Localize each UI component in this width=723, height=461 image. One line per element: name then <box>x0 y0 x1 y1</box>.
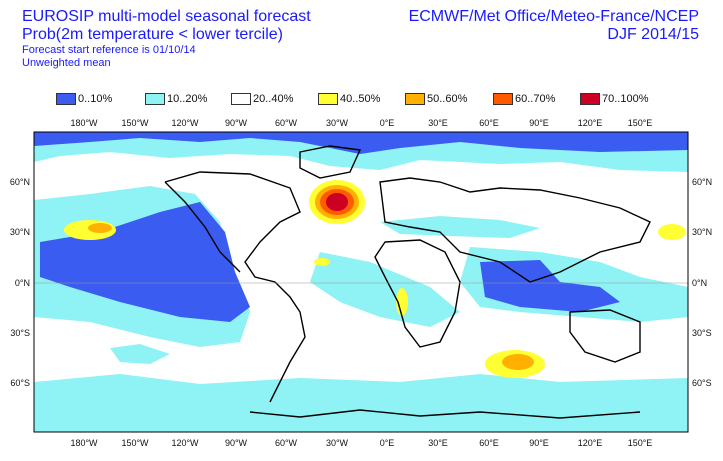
blue-region-indian <box>480 260 620 312</box>
legend-swatch <box>405 93 425 105</box>
lon-label: 0°E <box>380 438 395 448</box>
lon-label: 120°W <box>171 118 199 128</box>
coastline-americas-west <box>164 181 241 273</box>
blue-region-pacific <box>40 202 250 322</box>
lon-label: 120°E <box>578 438 603 448</box>
legend-item: 0..10% <box>56 92 112 106</box>
legend-swatch <box>145 93 165 105</box>
lon-label: 120°W <box>171 438 199 448</box>
orange-region-north-pacific <box>88 223 112 233</box>
coastline-australia <box>569 309 641 363</box>
title-line-1: EUROSIP multi-model seasonal forecast <box>22 8 311 25</box>
top-longitude-labels: 180°W 150°W 120°W 90°W 60°W 30°W 0°E 30°… <box>70 118 652 128</box>
lon-label: 150°E <box>628 438 653 448</box>
lat-label: 30°S <box>692 328 712 338</box>
red-region-north-atlantic <box>326 193 348 211</box>
map-field <box>33 131 689 433</box>
lon-label: 90°W <box>225 438 248 448</box>
forecast-start-label: Forecast start reference is 01/10/14 <box>22 44 196 56</box>
yellow-patch-atlantic <box>314 258 330 266</box>
lat-label: 60°N <box>10 177 30 187</box>
legend-label: 60..70% <box>515 93 556 105</box>
lon-label: 90°E <box>529 438 549 448</box>
title-line-2: Prob(2m temperature < lower tercile) <box>22 26 283 43</box>
lon-label: 60°W <box>275 118 298 128</box>
lat-label: 60°N <box>692 177 712 187</box>
map-frame <box>33 131 689 433</box>
coastline-americas <box>164 171 306 403</box>
legend-item: 40..50% <box>318 92 380 106</box>
orange-region-southern-indian <box>502 354 534 370</box>
title-block: EUROSIP multi-model seasonal forecast Pr… <box>22 8 311 70</box>
lat-label: 30°S <box>10 328 30 338</box>
coastline-africa <box>374 239 461 348</box>
legend-swatch <box>580 93 600 105</box>
legend-label: 70..100% <box>602 93 649 105</box>
legend-swatch <box>231 93 251 105</box>
lon-label: 180°W <box>70 438 98 448</box>
lon-label: 0°E <box>380 118 395 128</box>
forecast-map: 180°W 150°W 120°W 90°W 60°W 30°W 0°E 30°… <box>10 118 712 448</box>
lon-label: 90°E <box>529 118 549 128</box>
blue-region-arctic <box>34 132 688 154</box>
coastlines <box>164 145 651 419</box>
centres-label: ECMWF/Met Office/Meteo-France/NCEP <box>408 8 699 25</box>
legend-label: 40..50% <box>340 93 381 105</box>
legend-item: 50..60% <box>405 92 467 106</box>
lon-label: 30°W <box>326 118 349 128</box>
legend-label: 10..20% <box>167 93 208 105</box>
coastline-greenland <box>299 145 362 179</box>
lon-label: 150°W <box>121 118 149 128</box>
lon-label: 30°E <box>428 438 448 448</box>
legend-item: 60..70% <box>493 92 555 106</box>
lon-label: 60°W <box>275 438 298 448</box>
lon-label: 60°E <box>479 118 499 128</box>
legend-swatch <box>318 93 338 105</box>
cyan-region-eurasia <box>380 216 540 238</box>
lon-label: 30°E <box>428 118 448 128</box>
lon-label: 30°W <box>326 438 349 448</box>
lon-label: 90°W <box>225 118 248 128</box>
title-right-block: ECMWF/Met Office/Meteo-France/NCEP DJF 2… <box>409 8 699 44</box>
right-latitude-labels: 60°N 30°N 0°N 30°S 60°S <box>692 177 712 388</box>
lat-label: 60°S <box>692 378 712 388</box>
lon-label: 150°W <box>121 438 149 448</box>
legend-item: 20..40% <box>231 92 293 106</box>
cyan-region-southern <box>34 374 688 432</box>
lat-label: 30°N <box>10 227 30 237</box>
lon-label: 120°E <box>578 118 603 128</box>
bottom-longitude-labels: 180°W 150°W 120°W 90°W 60°W 30°W 0°E 30°… <box>70 438 652 448</box>
yellow-region-angola <box>396 288 408 316</box>
legend-label: 50..60% <box>427 93 468 105</box>
legend-swatch <box>56 93 76 105</box>
coastline-antarctica <box>249 409 641 419</box>
lat-label: 60°S <box>10 378 30 388</box>
cyan-patch <box>110 344 170 364</box>
lat-label: 0°N <box>15 278 30 288</box>
map-panel: 180°W 150°W 120°W 90°W 60°W 30°W 0°E 30°… <box>0 112 723 456</box>
legend-label: 0..10% <box>78 93 113 105</box>
legend-item: 10..20% <box>145 92 207 106</box>
legend-item: 70..100% <box>580 92 648 106</box>
left-latitude-labels: 60°N 30°N 0°N 30°S 60°S <box>10 177 30 388</box>
lon-label: 60°E <box>479 438 499 448</box>
legend: 0..10% 10..20% 20..40% 40..50% 50..60% 6… <box>0 92 723 108</box>
coastline-eurasia <box>379 177 651 283</box>
legend-label: 20..40% <box>253 93 294 105</box>
weighting-label: Unweighted mean <box>22 57 111 69</box>
lat-label: 30°N <box>692 227 712 237</box>
season-label: DJF 2014/15 <box>607 26 699 43</box>
lon-label: 150°E <box>628 118 653 128</box>
yellow-region-west-pacific <box>658 224 686 240</box>
lon-label: 180°W <box>70 118 98 128</box>
lat-label: 0°N <box>692 278 707 288</box>
legend-swatch <box>493 93 513 105</box>
cyan-region-atlantic <box>310 252 460 327</box>
